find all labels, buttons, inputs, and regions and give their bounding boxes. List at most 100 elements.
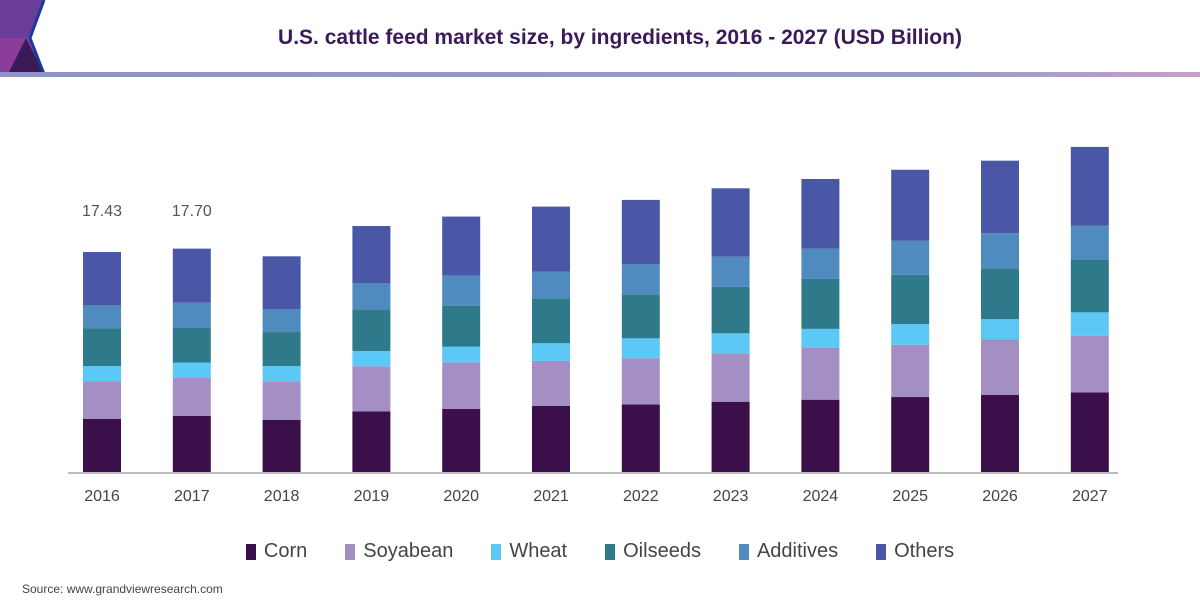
bar-segment-oilseeds-2023 [711,286,750,334]
legend-swatch [876,543,887,560]
bar-segment-soyabean-2024 [801,347,840,400]
bar-segment-wheat-2019 [352,350,391,367]
bar-segment-soyabean-2023 [711,353,750,402]
legend-swatch [605,543,616,560]
bar-segment-corn-2018 [262,420,301,472]
bar-segment-oilseeds-2026 [981,268,1019,320]
x-tick-label: 2017 [174,488,210,505]
bar-segment-corn-2022 [621,404,660,472]
bar-segment-soyabean-2021 [532,360,570,406]
legend-item-additives: Additives [738,540,839,563]
bar-segment-wheat-2017 [172,362,211,378]
bar-segment-wheat-2022 [621,338,660,359]
bar-segment-corn-2025 [891,397,930,472]
bar-segment-soyabean-2016 [83,381,121,419]
legend-item-others: Others [876,540,954,563]
stacked-bar-chart: 2016 17.43 2017 17.70 2018 2019 2020 2021 2022 20… [68,146,1118,505]
bar-segment-wheat-2020 [442,346,481,363]
bar-segment-soyabean-2022 [621,358,660,405]
data-label: 17.70 [172,203,212,220]
bar-segment-soyabean-2025 [891,344,930,398]
bar-segment-corn-2021 [532,405,570,472]
bar-segment-corn-2020 [442,409,481,472]
bar-segment-additives-2022 [621,264,660,295]
x-tick-label: 2026 [982,488,1018,505]
bar-segment-wheat-2026 [981,319,1019,340]
bar-segment-wheat-2027 [1070,312,1109,336]
bar-segment-corn-2017 [172,415,211,472]
bar-segment-others-2026 [981,160,1019,234]
legend-item-soyabean: Soyabean [345,540,453,563]
bar-segment-oilseeds-2022 [621,294,660,339]
bar-segment-others-2021 [532,206,570,272]
bar-segment-additives-2027 [1070,225,1109,260]
legend-label: Soyabean [363,540,454,562]
x-tick-label: 2025 [892,488,928,505]
x-tick-label: 2016 [84,488,120,505]
bar-segment-wheat-2023 [711,333,750,354]
bar-segment-others-2018 [262,256,301,310]
bar-segment-others-2016 [83,252,121,306]
bar-segment-oilseeds-2019 [352,309,391,351]
bar-segment-soyabean-2018 [262,381,301,421]
bar-segment-oilseeds-2016 [83,328,121,366]
bar-segment-soyabean-2026 [981,339,1019,395]
bar-segment-wheat-2016 [83,365,121,382]
bar-segment-corn-2016 [83,418,121,472]
bar-segment-soyabean-2019 [352,366,391,412]
bar-segment-wheat-2025 [891,324,930,345]
bar-segment-wheat-2021 [532,343,570,361]
data-label: 17.43 [82,203,122,220]
bar-segment-others-2027 [1070,146,1109,226]
bar-segment-others-2024 [801,178,840,249]
bar-segment-oilseeds-2021 [532,298,570,344]
title-divider [0,72,1200,77]
bar-segment-oilseeds-2020 [442,305,481,347]
bar-segment-others-2019 [352,226,391,284]
legend-label: Wheat [509,540,568,562]
bar-segment-wheat-2024 [801,328,840,348]
legend-swatch [345,543,356,560]
bar-segment-corn-2024 [801,399,840,472]
bar-segment-oilseeds-2025 [891,274,930,325]
bar-segment-corn-2027 [1070,392,1109,472]
bar-segment-oilseeds-2017 [172,328,211,363]
bar-segment-corn-2019 [352,411,391,472]
legend-label: Oilseeds [623,540,701,562]
bar-segment-oilseeds-2018 [262,332,301,366]
source-note: Source: www.grandviewresearch.com [22,582,223,596]
legend-label: Others [894,540,955,562]
bar-segment-soyabean-2017 [172,377,211,416]
legend-item-wheat: Wheat [491,540,567,563]
bar-segment-additives-2023 [711,256,750,287]
x-tick-label: 2018 [264,488,300,505]
bar-segment-additives-2021 [532,271,570,299]
x-tick-label: 2019 [354,488,390,505]
bar-segment-additives-2024 [801,248,840,279]
bar-segment-corn-2026 [981,394,1019,472]
bar-segment-oilseeds-2027 [1070,259,1109,313]
chart-title: U.S. cattle feed market size, by ingredi… [278,26,962,49]
bar-segment-additives-2026 [981,233,1019,269]
x-tick-label: 2021 [533,488,569,505]
legend: Corn Soyabean Wheat Oilseeds Additives Others [0,540,1200,563]
x-tick-label: 2024 [803,488,839,505]
bar-segment-soyabean-2027 [1070,335,1109,393]
legend-label: Corn [263,540,308,562]
bar-segment-additives-2025 [891,240,930,275]
bar-segment-additives-2017 [172,302,211,329]
legend-label: Additives [756,540,839,562]
x-tick-label: 2027 [1072,488,1108,505]
legend-item-corn: Corn [245,540,308,563]
legend-swatch [738,543,749,560]
x-tick-label: 2023 [713,488,749,505]
bar-segment-others-2025 [891,169,930,241]
bar-segment-wheat-2018 [262,365,301,382]
bar-segment-oilseeds-2024 [801,278,840,329]
x-tick-label: 2020 [443,488,479,505]
x-tick-label: 2022 [623,488,659,505]
legend-swatch [491,543,502,560]
bar-segment-others-2017 [172,248,211,303]
bar-segment-additives-2019 [352,283,391,310]
bar-segment-additives-2020 [442,275,481,306]
